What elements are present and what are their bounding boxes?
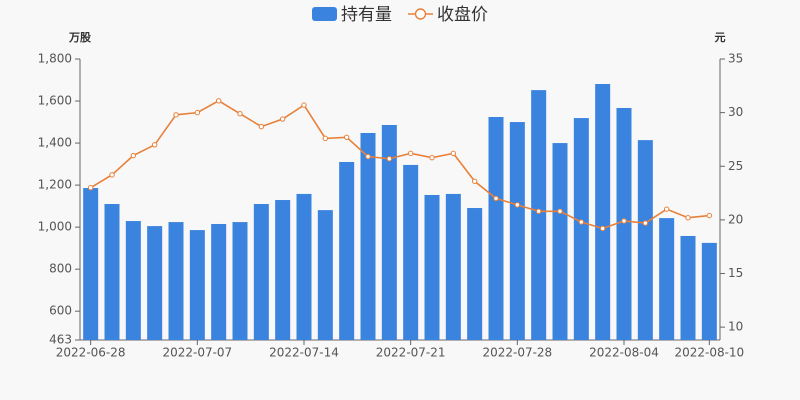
bar xyxy=(360,132,376,340)
price-point xyxy=(407,150,414,157)
y2-tick-label: 15 xyxy=(728,266,743,280)
y-tick-label: 1,200 xyxy=(38,178,72,192)
price-point xyxy=(535,208,542,214)
bar xyxy=(573,118,589,340)
bar xyxy=(339,161,355,340)
bar xyxy=(680,235,696,340)
price-point xyxy=(194,109,201,116)
bar xyxy=(253,204,269,340)
bar xyxy=(147,226,163,340)
price-point xyxy=(386,156,393,162)
price-point xyxy=(130,152,137,159)
bar xyxy=(211,223,227,340)
bar xyxy=(467,208,483,340)
price-point xyxy=(663,206,670,212)
x-tick-label: 2022-07-07 xyxy=(162,346,232,360)
x-tick-label: 2022-07-28 xyxy=(482,346,552,360)
price-point xyxy=(429,154,435,161)
price-point xyxy=(109,172,115,178)
price-point xyxy=(215,98,222,104)
bar xyxy=(189,230,205,340)
price-point xyxy=(642,220,649,226)
price-point xyxy=(173,112,179,118)
legend-label: 持有量 xyxy=(341,5,392,25)
bar xyxy=(659,218,675,340)
bar xyxy=(701,242,717,340)
price-point xyxy=(599,225,606,232)
price-point xyxy=(557,208,563,214)
price-point xyxy=(621,218,627,224)
price-point xyxy=(322,135,329,142)
bar xyxy=(83,188,99,340)
bar xyxy=(531,90,547,340)
price-point xyxy=(151,142,158,148)
bar xyxy=(424,194,440,340)
y-tick-label: 1,400 xyxy=(38,136,72,150)
bar xyxy=(125,221,141,340)
bar xyxy=(445,193,461,340)
x-tick-label: 2022-08-04 xyxy=(589,346,659,360)
x-tick-label: 2022-07-21 xyxy=(376,346,446,360)
y-axis-label: 万股 xyxy=(68,31,92,44)
bar xyxy=(637,140,653,340)
y-tick-label: 463 xyxy=(49,333,72,347)
legend-label: 收盘价 xyxy=(437,5,488,25)
legend-icon xyxy=(312,7,337,21)
y-tick-label: 1,600 xyxy=(38,94,72,108)
bar xyxy=(616,107,632,340)
y2-tick-label: 10 xyxy=(728,320,743,334)
bar xyxy=(488,117,504,340)
price-point xyxy=(343,134,350,140)
price-point xyxy=(87,185,94,191)
y-tick-label: 800 xyxy=(49,262,72,276)
price-line xyxy=(90,99,710,230)
price-point xyxy=(471,178,478,184)
bar xyxy=(595,84,611,340)
y2-tick-label: 20 xyxy=(728,212,743,226)
price-point xyxy=(301,102,307,108)
price-point xyxy=(706,212,713,219)
bar xyxy=(317,210,333,340)
bar xyxy=(552,143,568,340)
bar xyxy=(104,204,120,340)
price-point xyxy=(365,153,371,160)
price-point xyxy=(493,195,499,202)
bar xyxy=(403,164,419,340)
y2-tick-label: 25 xyxy=(728,159,743,173)
y-tick-label: 600 xyxy=(49,304,72,318)
bar xyxy=(275,200,291,340)
price-point xyxy=(685,215,691,221)
price-point xyxy=(514,202,521,208)
price-point xyxy=(258,123,265,130)
x-tick-label: 2022-07-14 xyxy=(269,346,339,360)
bar xyxy=(509,122,525,340)
y-tick-label: 1,800 xyxy=(38,52,72,66)
y2-tick-label: 30 xyxy=(728,105,743,119)
price-point xyxy=(279,116,286,122)
y2-axis-label: 元 xyxy=(715,31,726,44)
y2-tick-label: 35 xyxy=(728,52,743,66)
bar xyxy=(296,193,312,340)
price-point xyxy=(578,219,585,225)
bar xyxy=(381,124,397,340)
x-tick-label: 2022-06-28 xyxy=(56,346,126,360)
price-point xyxy=(450,150,457,157)
legend-icon xyxy=(414,8,427,20)
price-point xyxy=(237,110,243,117)
bar xyxy=(168,222,184,340)
bar xyxy=(232,222,248,340)
y-tick-label: 1,000 xyxy=(38,220,72,234)
x-tick-label: 2022-08-10 xyxy=(674,346,744,360)
